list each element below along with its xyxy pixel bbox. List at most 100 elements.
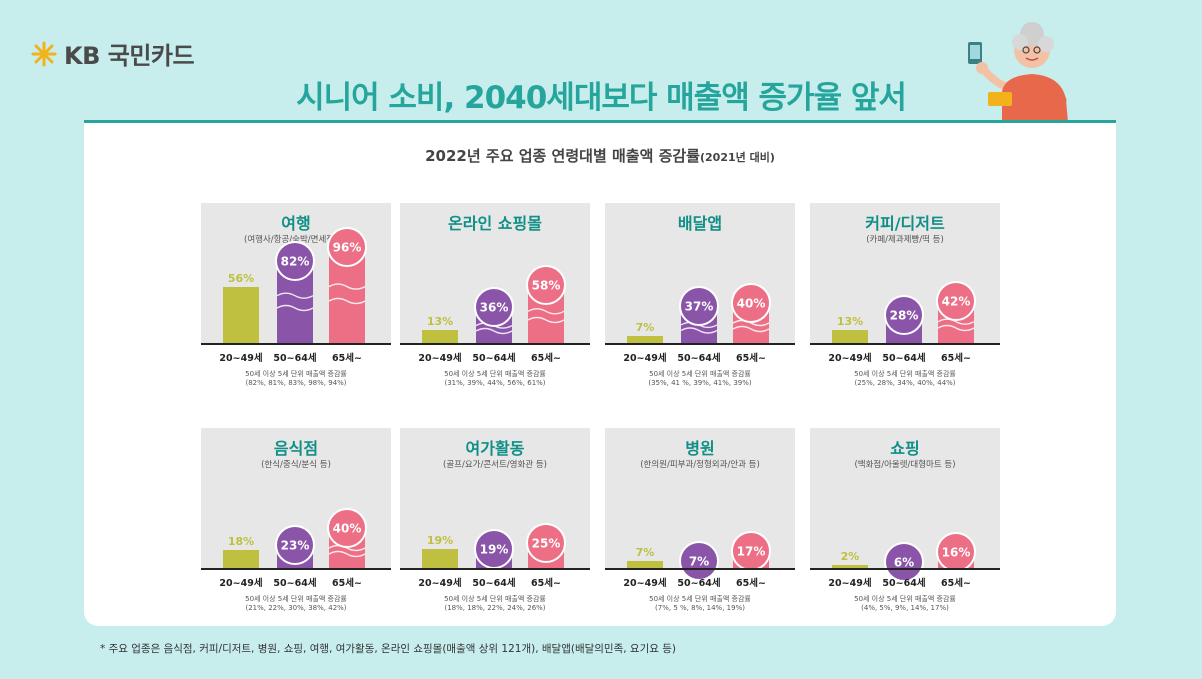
card-note: 50세 이상 5세 단위 매출액 증감률 (31%, 39%, 44%, 56%,… bbox=[400, 370, 590, 388]
bar-wave-decoration bbox=[276, 292, 314, 299]
bar-value-label: 96% bbox=[333, 241, 362, 255]
x-tick-label: 20~49세 bbox=[418, 578, 462, 589]
bar-wave-decoration bbox=[937, 318, 975, 325]
bar-cap-circle bbox=[679, 286, 719, 326]
x-tick-label: 65세~ bbox=[531, 578, 561, 589]
chart-card: 쇼핑 (백화점/아울렛/대형마트 등) 2% 6% 16% 20~49세 50~64세 65세… bbox=[810, 428, 1000, 638]
bar-chart: 7% 7% 17% bbox=[627, 531, 771, 581]
card-note-label: 50세 이상 5세 단위 매출액 증감률 bbox=[854, 595, 956, 603]
card-note: 50세 이상 5세 단위 매출액 증감률 (7%, 5 %, 8%, 14%, 1… bbox=[605, 595, 795, 613]
card-note: 50세 이상 5세 단위 매출액 증감률 (82%, 81%, 83%, 98%,… bbox=[201, 370, 391, 388]
bar-chart: 13% 28% 42% bbox=[832, 281, 976, 343]
x-axis-line bbox=[201, 568, 391, 570]
card-note: 50세 이상 5세 단위 매출액 증감률 (18%, 18%, 22%, 24%,… bbox=[400, 595, 590, 613]
card-note-values: (82%, 81%, 83%, 98%, 94%) bbox=[245, 379, 347, 387]
bar-cap-circle bbox=[731, 531, 771, 571]
card-subtitle: (한식/중식/분식 등) bbox=[261, 460, 331, 470]
x-tick-label: 65세~ bbox=[736, 353, 766, 364]
bar-value-label: 58% bbox=[532, 279, 561, 293]
x-axis-line bbox=[810, 343, 1000, 345]
chart-subtitle: 2022년 주요 업종 연령대별 매출액 증감률(2021년 대비) bbox=[84, 145, 1116, 166]
chart-subtitle-main: 2022년 주요 업종 연령대별 매출액 증감률 bbox=[425, 147, 700, 165]
card-note-label: 50세 이상 5세 단위 매출액 증감률 bbox=[245, 595, 347, 603]
chart-panel: 2022년 주요 업종 연령대별 매출액 증감률(2021년 대비) 여행 (여행… bbox=[84, 123, 1116, 626]
header-rule bbox=[84, 120, 1116, 123]
x-axis-line bbox=[201, 343, 391, 345]
bar-wave-decoration bbox=[937, 324, 975, 332]
x-tick-label: 50~64세 bbox=[677, 578, 721, 589]
bar-20~49세 bbox=[422, 549, 458, 568]
bar-chart: 19% 19% 25% bbox=[422, 523, 566, 569]
bar-chart: 7% 37% 40% bbox=[627, 283, 771, 343]
bar-value-label: 19% bbox=[427, 534, 453, 547]
footnote: * 주요 업종은 음식점, 커피/디저트, 병원, 쇼핑, 여행, 여가활동, … bbox=[100, 643, 676, 655]
brand-logo: KB 국민카드 bbox=[30, 36, 195, 71]
bar-value-label: 16% bbox=[942, 546, 971, 560]
bar-cap-circle bbox=[275, 241, 315, 281]
card-note: 50세 이상 5세 단위 매출액 증감률 (21%, 22%, 30%, 38%,… bbox=[201, 595, 391, 613]
bar-cap-circle bbox=[936, 532, 976, 572]
bar-cap-circle bbox=[526, 265, 566, 305]
headline: 시니어 소비, 2040세대보다 매출액 증가율 앞서 bbox=[296, 80, 907, 116]
card-subtitle: (한의원/피부과/정형외과/안과 등) bbox=[640, 460, 760, 470]
bar-value-label: 42% bbox=[942, 295, 971, 309]
bar-value-label: 13% bbox=[427, 315, 453, 328]
x-tick-label: 65세~ bbox=[941, 353, 971, 364]
bar-cap-circle bbox=[936, 281, 976, 321]
x-axis-line bbox=[400, 343, 590, 345]
card-note-label: 50세 이상 5세 단위 매출액 증감률 bbox=[649, 595, 751, 603]
bar-value-label: 7% bbox=[636, 321, 655, 334]
bar-cap-circle bbox=[679, 541, 719, 581]
card-note-values: (31%, 39%, 44%, 56%, 61%) bbox=[444, 379, 546, 387]
card-note-label: 50세 이상 5세 단위 매출액 증감률 bbox=[444, 370, 546, 378]
card-title: 커피/디저트 bbox=[865, 214, 945, 233]
x-tick-label: 20~49세 bbox=[828, 353, 872, 364]
bar-value-label: 13% bbox=[837, 315, 863, 328]
bar-value-label: 37% bbox=[685, 300, 714, 314]
bar-wave-decoration bbox=[475, 327, 513, 335]
x-tick-label: 50~64세 bbox=[677, 353, 721, 364]
x-tick-label: 65세~ bbox=[531, 353, 561, 364]
x-axis-line bbox=[810, 568, 1000, 570]
bar-cap-circle bbox=[884, 542, 924, 582]
bar-value-label: 19% bbox=[480, 543, 509, 557]
bar-value-label: 17% bbox=[737, 545, 766, 559]
card-subtitle: (여행사/항공/숙박/면세점 등) bbox=[244, 235, 348, 245]
kb-star-icon bbox=[31, 41, 57, 66]
card-title: 여행 bbox=[281, 214, 311, 233]
x-axis-line bbox=[605, 343, 795, 345]
card-note-values: (35%, 41 %, 39%, 41%, 39%) bbox=[648, 379, 752, 387]
bar-cap-circle bbox=[731, 283, 771, 323]
x-tick-label: 20~49세 bbox=[623, 353, 667, 364]
bar-value-label: 7% bbox=[689, 555, 709, 569]
bar-20~49세 bbox=[627, 336, 663, 343]
bar-wave-decoration bbox=[680, 327, 718, 334]
card-title: 배달앱 bbox=[677, 214, 723, 233]
x-tick-label: 50~64세 bbox=[882, 353, 926, 364]
bar-value-label: 40% bbox=[737, 297, 766, 311]
card-title: 음식점 bbox=[273, 439, 319, 458]
bar-cap-circle bbox=[884, 295, 924, 335]
x-tick-label: 50~64세 bbox=[273, 578, 317, 589]
chart-card: 여행 (여행사/항공/숙박/면세점 등) 56% 82% 96% 20~49세 50~64세… bbox=[201, 203, 391, 413]
card-note-values: (4%, 5%, 9%, 14%, 17%) bbox=[861, 604, 949, 612]
x-tick-label: 65세~ bbox=[736, 578, 766, 589]
bar-chart: 2% 6% 16% bbox=[832, 532, 976, 582]
x-tick-label: 50~64세 bbox=[472, 353, 516, 364]
card-title: 여가활동 bbox=[465, 439, 525, 458]
bar-20~49세 bbox=[223, 550, 259, 568]
bar-20~49세 bbox=[627, 561, 663, 568]
card-note: 50세 이상 5세 단위 매출액 증감률 (4%, 5%, 9%, 14%, 17… bbox=[810, 595, 1000, 613]
bar-20~49세 bbox=[223, 287, 259, 343]
chart-subtitle-note: (2021년 대비) bbox=[700, 151, 775, 164]
bar-value-label: 40% bbox=[333, 522, 362, 536]
x-tick-label: 50~64세 bbox=[273, 353, 317, 364]
x-tick-label: 65세~ bbox=[332, 353, 362, 364]
bar-wave-decoration bbox=[276, 304, 314, 312]
card-note-label: 50세 이상 5세 단위 매출액 증감률 bbox=[649, 370, 751, 378]
card-title: 병원 bbox=[685, 439, 715, 458]
bar-cap-circle bbox=[275, 525, 315, 565]
brand-name: KB 국민카드 bbox=[64, 42, 195, 70]
bar-value-label: 36% bbox=[480, 301, 509, 315]
x-tick-label: 20~49세 bbox=[623, 578, 667, 589]
